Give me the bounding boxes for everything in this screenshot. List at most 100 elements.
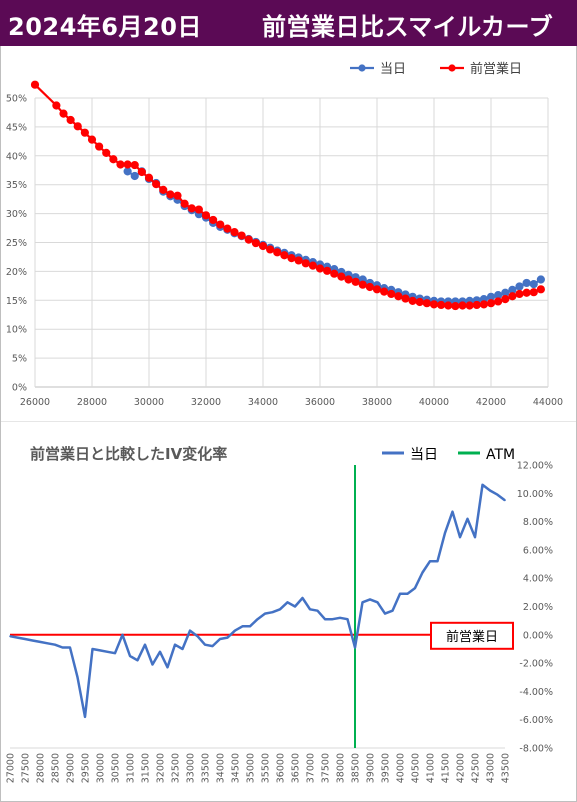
- previous-day-point: [251, 238, 260, 248]
- previous-day-point: [230, 227, 239, 237]
- previous-day-point: [387, 289, 396, 299]
- x-tick-label: 32500: [171, 753, 182, 783]
- previous-day-point: [437, 300, 446, 310]
- iv-change-point: [91, 648, 94, 650]
- previous-day-point: [73, 122, 82, 131]
- x-tick-label: 38000: [362, 397, 392, 408]
- x-tick-label: 41500: [441, 753, 452, 783]
- previous-day-point: [66, 115, 75, 125]
- previous-day-point: [429, 300, 439, 309]
- current-day-point: [529, 280, 538, 289]
- smile-curve-series: [30, 80, 545, 311]
- previous-day-point: [109, 155, 118, 164]
- previous-day-point: [365, 282, 374, 292]
- previous-day-point: [130, 160, 139, 170]
- iv-change-point: [99, 649, 101, 652]
- previous-day-point: [408, 296, 417, 305]
- previous-day-point: [216, 220, 225, 229]
- x-tick-label: 33000: [186, 753, 197, 783]
- previous-day-point: [173, 191, 182, 200]
- x-tick-label: 42000: [476, 397, 506, 408]
- previous-day-point: [444, 301, 453, 310]
- legend-label: ATM: [486, 447, 515, 463]
- iv-change-point: [496, 493, 499, 496]
- iv-change-point: [436, 560, 439, 563]
- iv-change-point: [474, 536, 476, 538]
- previous-day-point: [351, 277, 360, 286]
- previous-day-point: [372, 285, 382, 294]
- smile-curve-chart: 0% 5% 10% 15% 20% 25% 30% 35% 40% 45% 50% 26000 2800…: [6, 61, 563, 408]
- y-tick-label: 8.00%: [523, 517, 553, 528]
- iv-change-point: [226, 636, 229, 639]
- previous-day-point: [87, 135, 97, 144]
- iv-change-point: [144, 643, 146, 646]
- y-tick-label: 30%: [6, 209, 27, 220]
- previous-day-point: [166, 190, 175, 199]
- iv-change-point: [361, 601, 364, 604]
- x-tick-label: 28000: [36, 753, 47, 783]
- iv-change-point: [414, 587, 416, 589]
- current-day-point: [536, 275, 545, 284]
- x-tick-label: 27500: [21, 753, 32, 783]
- x-tick-label: 44000: [533, 397, 563, 408]
- previous-day-point: [494, 297, 503, 306]
- x-tick-label: 33500: [201, 753, 212, 783]
- iv-change-title: 前営業日と比較したIV変化率: [30, 445, 227, 463]
- iv-change-point: [339, 617, 341, 619]
- y-tick-label: 50%: [6, 94, 27, 105]
- iv-change-point: [211, 645, 214, 647]
- iv-change-point: [279, 608, 281, 611]
- previous-day-point: [422, 299, 431, 308]
- x-tick-label: 41000: [426, 753, 437, 783]
- iv-change-point: [451, 510, 454, 513]
- x-tick-label: 32000: [191, 397, 221, 408]
- previous-day-point: [194, 205, 203, 214]
- current-day-point: [130, 171, 139, 181]
- x-tick-label: 30000: [96, 753, 107, 783]
- y-tick-label: 4.00%: [523, 574, 553, 585]
- iv-change-point: [114, 652, 116, 654]
- x-tick-label: 34500: [231, 753, 242, 783]
- legend-label: 当日: [410, 447, 438, 463]
- current-day-point: [123, 167, 132, 176]
- iv-change-point: [69, 646, 71, 649]
- previous-day-point: [415, 297, 424, 307]
- x-tick-label: 31500: [141, 753, 152, 783]
- x-tick-label: 39500: [381, 753, 392, 783]
- iv-change-point: [466, 517, 469, 520]
- x-tick-label: 28500: [51, 753, 62, 783]
- header-bar: 2024年6月20日 前営業日比スマイルカーブ: [0, 0, 577, 46]
- iv-change-point: [421, 571, 424, 574]
- previous-day-point: [401, 294, 410, 303]
- iv-change-point: [46, 642, 49, 645]
- previous-day-point: [501, 295, 510, 304]
- iv-change-point: [271, 611, 274, 613]
- y-tick-label: 20%: [6, 267, 27, 278]
- x-tick-label: 34000: [216, 753, 227, 783]
- previous-day-point: [95, 142, 104, 151]
- x-tick-label: 37500: [321, 753, 332, 783]
- iv-change-point: [241, 625, 244, 628]
- iv-change-point: [406, 592, 409, 595]
- x-tick-label: 35000: [246, 753, 257, 783]
- previous-day-point: [508, 292, 517, 301]
- previous-day-point: [458, 301, 467, 310]
- iv-change-legend: 当日 ATM: [382, 447, 515, 463]
- iv-change-point: [256, 618, 259, 621]
- previous-day-point: [515, 289, 524, 299]
- previous-day-point: [315, 264, 325, 273]
- x-tick-label: 35500: [261, 753, 272, 783]
- iv-change-point: [61, 646, 64, 649]
- y-tick-label: 35%: [6, 180, 27, 191]
- previous-day-point: [30, 80, 40, 89]
- y-tick-label: 25%: [6, 238, 27, 249]
- y-tick-label: 12.00%: [517, 461, 553, 472]
- iv-change-point: [204, 643, 206, 646]
- previous-day-point: [380, 287, 389, 296]
- previous-day-point: [301, 259, 310, 268]
- iv-change-point: [129, 655, 131, 657]
- iv-change-point: [189, 629, 191, 632]
- iv-change-point: [376, 601, 379, 604]
- iv-change-point: [481, 484, 484, 486]
- x-tick-label: 30000: [134, 397, 164, 408]
